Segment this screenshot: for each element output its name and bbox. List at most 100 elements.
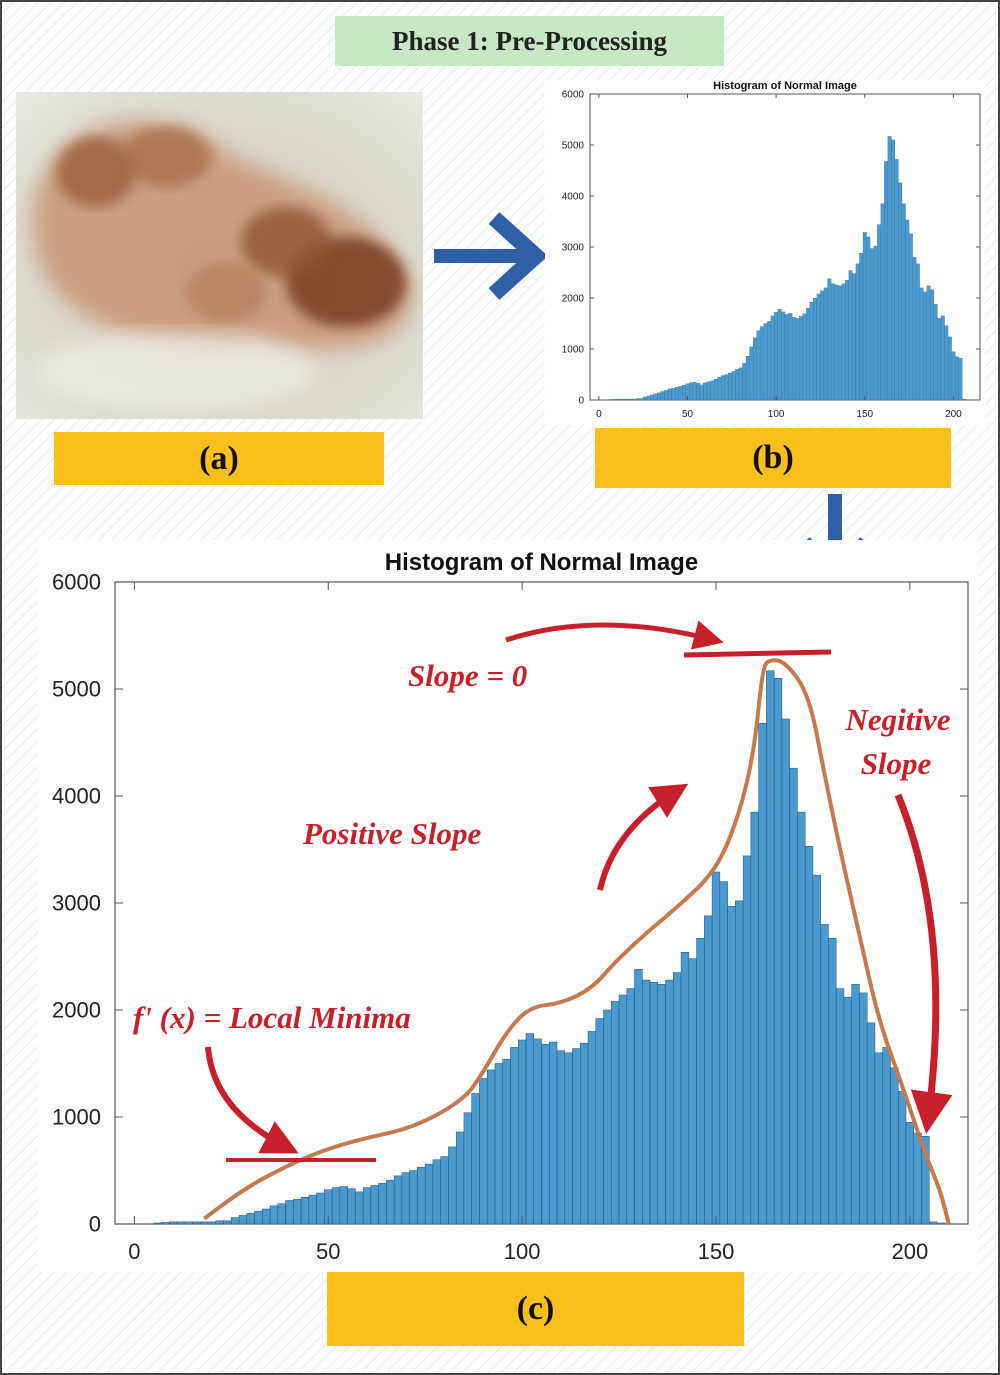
histogram-bar (231, 1217, 240, 1225)
histogram-bar (634, 969, 643, 1225)
y-tick-label: 4000 (562, 192, 585, 203)
histogram-bar (940, 315, 945, 401)
histogram-bar (607, 399, 612, 401)
y-tick-label: 3000 (52, 891, 101, 916)
histogram-bar (711, 871, 721, 1225)
histogram-bar (254, 1210, 263, 1225)
histogram-bar (919, 287, 924, 401)
histogram-bar (713, 378, 718, 401)
histogram-bar (749, 346, 754, 401)
histogram-bar (763, 323, 768, 401)
histogram-bar (841, 283, 846, 401)
y-tick-label: 0 (89, 1212, 101, 1237)
histogram-bar (660, 391, 665, 401)
panel-label-b: (b) (595, 428, 951, 488)
histogram-bar (692, 382, 697, 401)
histogram-bar (816, 293, 821, 401)
histogram-bar (625, 398, 630, 401)
histogram-bar (671, 388, 676, 401)
histogram-bar (777, 309, 782, 401)
histogram-bar (689, 382, 693, 401)
histogram-bar (643, 396, 647, 401)
x-tick-label: 100 (768, 409, 785, 420)
histogram-bar (417, 1167, 426, 1225)
histogram-bar (665, 979, 674, 1225)
arrow-negative-slope (894, 793, 953, 1134)
histogram-bar (830, 283, 835, 401)
histogram-bar (880, 203, 885, 401)
histogram-bar (758, 722, 767, 1225)
histogram-bar (331, 1187, 341, 1225)
histogram-bar (717, 376, 722, 401)
histogram-bar (386, 1179, 395, 1225)
histogram-bar (791, 317, 796, 401)
envelope-curve (202, 658, 951, 1225)
histogram-bar (618, 398, 623, 401)
histogram-bar (781, 311, 786, 401)
histogram-bar (603, 1009, 612, 1225)
histogram-bar (541, 1043, 550, 1225)
histogram-bar (223, 1220, 232, 1225)
histogram-bar (947, 336, 952, 401)
x-tick-label: 50 (682, 409, 694, 420)
histogram-bar (378, 1183, 387, 1225)
histogram-bar (207, 1221, 217, 1225)
histogram-bar (572, 1048, 581, 1225)
arrow-local-minima (205, 1046, 299, 1154)
histogram-bar (845, 280, 849, 401)
histogram-bar (873, 245, 878, 401)
histogram-bar (756, 330, 761, 401)
arrow-positive-slope (597, 783, 689, 891)
histogram-bar (926, 285, 931, 401)
histogram-bar (339, 1186, 348, 1225)
histogram-bar (905, 219, 910, 401)
histogram-bar (862, 232, 867, 401)
slope-zero-line (683, 649, 832, 658)
histogram-bar (184, 1221, 193, 1225)
histogram-bar (409, 1170, 418, 1225)
histogram-bar (823, 287, 828, 401)
panel-label-c: (c) (327, 1272, 744, 1346)
histogram-bar (653, 393, 658, 401)
histogram-bar (614, 398, 619, 401)
y-tick-label: 3000 (562, 243, 585, 254)
slope-zero-label: Slope = 0 (408, 658, 527, 693)
x-tick-label: 200 (891, 1239, 928, 1264)
histogram-bar (293, 1199, 302, 1225)
x-tick-label: 100 (504, 1239, 541, 1264)
histogram-bar (916, 263, 920, 401)
histogram-bar (285, 1200, 294, 1225)
histogram-bar (735, 369, 740, 401)
histogram-bar (890, 1067, 899, 1225)
histogram-bar (486, 1069, 496, 1225)
histogram-bar (238, 1215, 248, 1225)
histogram-bar (192, 1221, 201, 1225)
histogram-bar (721, 375, 725, 401)
histogram-bar (455, 1131, 465, 1225)
negative-slope-label-line2: Slope (861, 746, 932, 781)
y-tick-label: 2000 (52, 998, 101, 1023)
histogram-bar (913, 1132, 922, 1225)
histogram-bar (424, 1163, 434, 1225)
histogram-bar (859, 992, 868, 1225)
y-tick-label: 5000 (562, 141, 585, 152)
histogram-bar (621, 398, 626, 401)
histogram-bar (752, 337, 757, 401)
histogram-bar (930, 289, 935, 401)
histogram-bar (838, 285, 842, 401)
histogram-bar (401, 1172, 410, 1225)
histogram-bar (735, 900, 744, 1225)
histogram-bar (667, 388, 672, 401)
histogram-bar (533, 1038, 542, 1225)
histogram-bar (742, 363, 747, 401)
y-tick-label: 2000 (562, 294, 585, 305)
histogram-bar (781, 718, 790, 1225)
y-tick-label: 6000 (562, 90, 585, 101)
x-tick-label: 150 (856, 409, 873, 420)
histogram-bar (882, 1047, 891, 1225)
x-tick-label: 0 (596, 409, 602, 420)
histogram-bar (355, 1191, 364, 1225)
histogram-bar (678, 386, 683, 401)
histogram-bar (877, 224, 881, 401)
histogram-bar (806, 308, 810, 401)
